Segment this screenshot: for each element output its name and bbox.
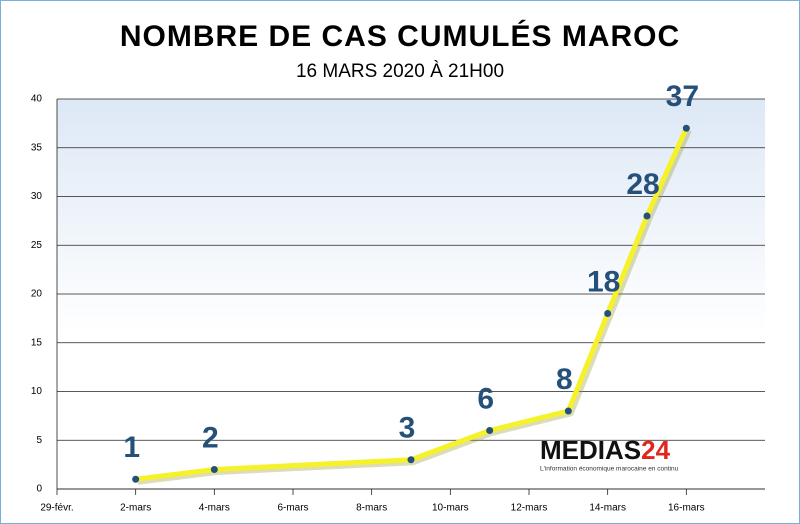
y-tick-label: 30 [31,191,43,202]
chart-title: NOMBRE DE CAS CUMULÉS MAROC [120,19,680,53]
point [407,456,415,464]
logo-name: MEDIAS24 [540,435,671,465]
x-tick-label: 2-mars [120,503,151,514]
x-tick-label: 14-mars [589,503,626,514]
data-label: 8 [556,363,573,396]
y-tick-label: 5 [36,435,42,446]
point [486,427,494,434]
x-tick-label: 29-févr. [40,503,73,514]
logo-tagline: L'information économique marocaine en co… [540,466,679,473]
y-tick-label: 0 [36,484,42,495]
x-tick-label: 8-mars [356,503,387,514]
point [682,124,690,132]
x-tick-label: 4-mars [199,503,230,514]
series-line [135,127,689,482]
data-label: 1 [123,431,140,464]
y-tick-label: 15 [31,337,43,348]
x-tick-label: 6-mars [277,503,308,514]
y-tick-label: 20 [31,289,43,300]
point [210,466,218,473]
logo-text: MEDIAS [540,435,641,465]
data-label: 18 [587,265,620,298]
x-tick-label: 10-mars [432,503,469,514]
logo-number: 24 [641,435,670,465]
data-label: 28 [626,168,659,201]
chart-subtitle: 16 MARS 2020 À 21H00 [296,61,504,82]
data-label: 37 [666,80,699,113]
point [643,212,651,220]
data-label: 2 [202,421,219,454]
y-tick-label: 25 [31,240,43,251]
data-label: 3 [399,412,416,445]
data-label: 6 [477,382,494,415]
y-tick-label: 35 [31,142,43,153]
logo: MEDIAS24 L'information économique maroca… [540,435,679,473]
y-tick-label: 40 [31,94,43,105]
x-tick-label: 12-mars [511,503,548,514]
point [132,475,140,483]
point [604,310,612,317]
y-tick-label: 10 [31,386,43,397]
x-tick-label: 16-mars [668,503,705,514]
point [564,407,572,415]
